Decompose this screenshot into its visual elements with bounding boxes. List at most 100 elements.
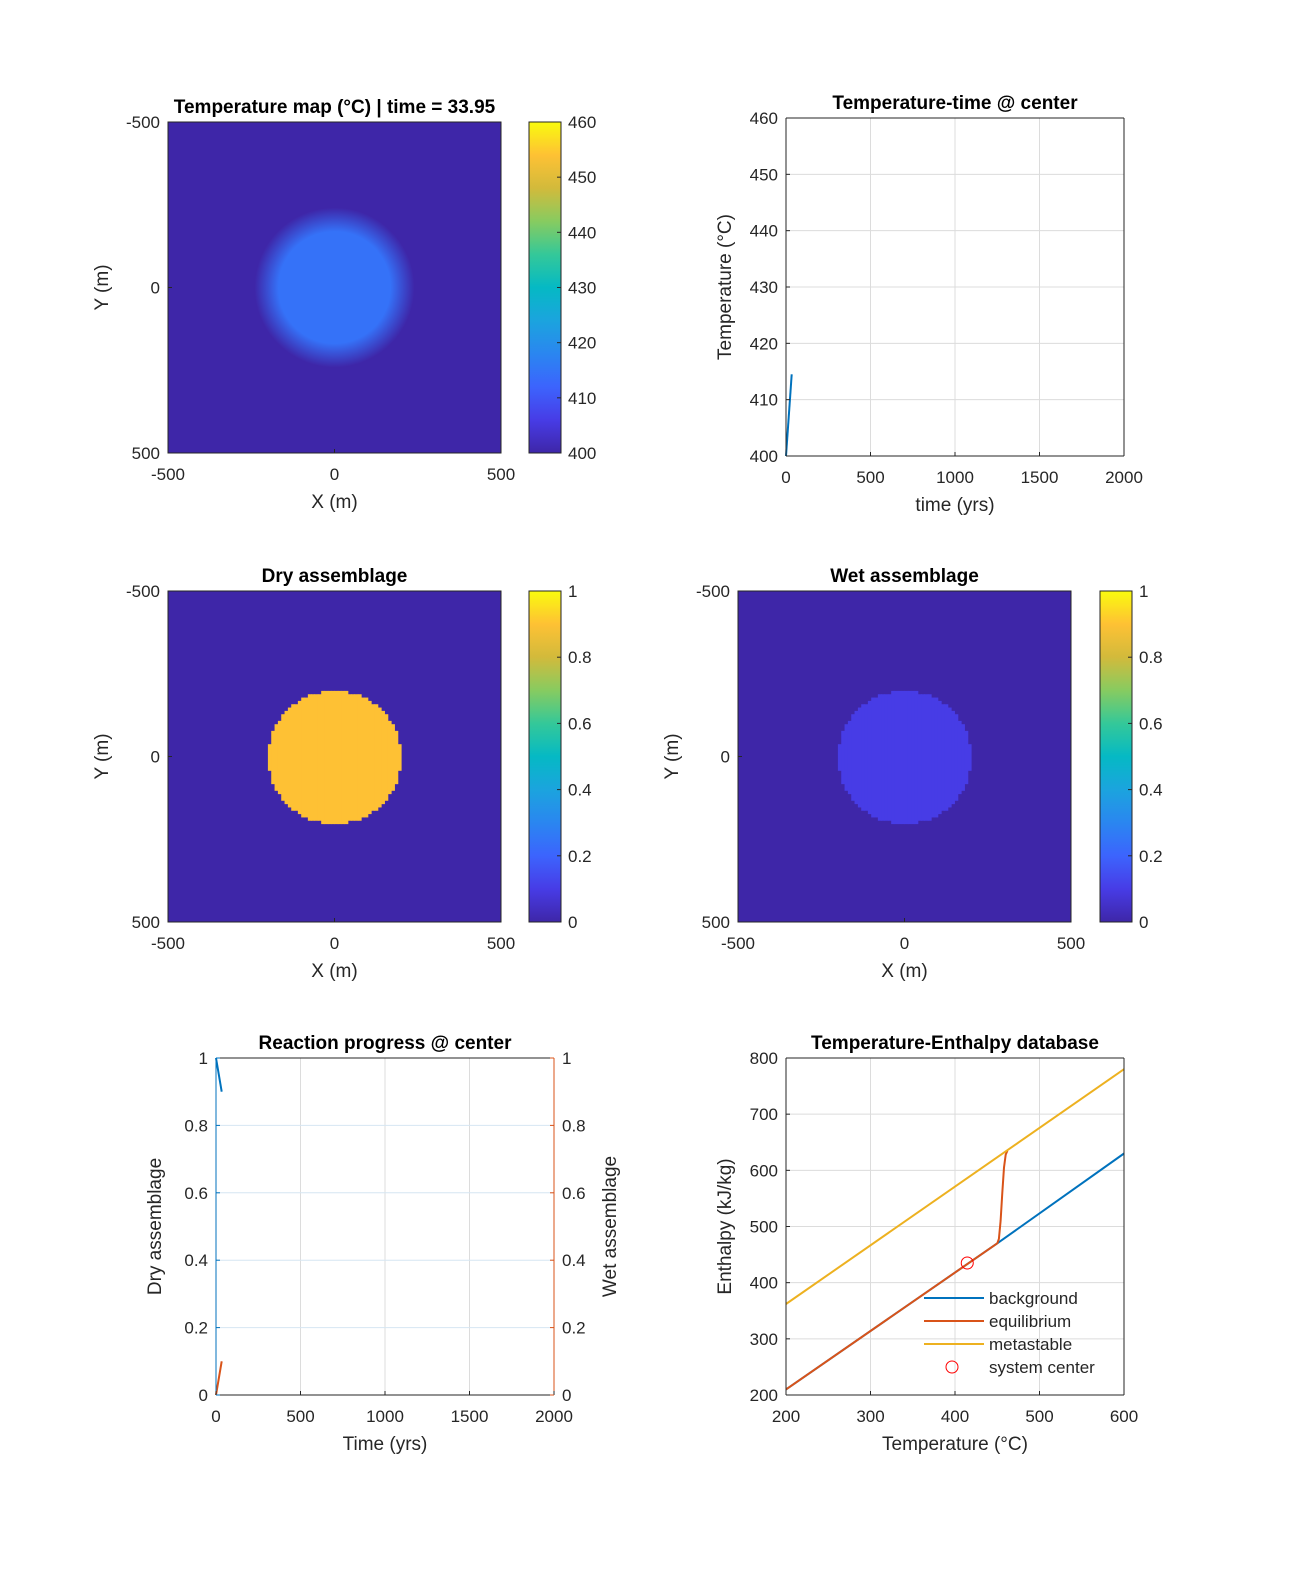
heatmap-cell bbox=[894, 690, 899, 825]
heatmap-cell bbox=[394, 730, 399, 785]
heatmap-cell bbox=[317, 694, 322, 821]
chart-title: Temperature map (°C) | time = 33.95 bbox=[174, 97, 496, 118]
legend-label: system center bbox=[989, 1358, 1095, 1377]
legend-label: metastable bbox=[989, 1335, 1072, 1354]
x-tick-label: 200 bbox=[772, 1407, 800, 1426]
y-tick-label: -500 bbox=[126, 582, 160, 601]
y-tick-label: 700 bbox=[750, 1105, 778, 1124]
heatmap-cell bbox=[917, 694, 922, 821]
y-tick-label: 0 bbox=[151, 279, 160, 298]
y-tick-label: 0.2 bbox=[184, 1319, 208, 1338]
heatmap-cell bbox=[287, 707, 292, 808]
y-axis-label: Dry assemblage bbox=[145, 1158, 166, 1295]
heatmap-cell bbox=[327, 690, 332, 825]
y-tick-label: 500 bbox=[132, 913, 160, 932]
y-tick-label: 410 bbox=[750, 391, 778, 410]
y-tick-label: 420 bbox=[750, 334, 778, 353]
heatmap-cell bbox=[357, 694, 362, 821]
x-tick-label: 1500 bbox=[451, 1407, 489, 1426]
y-right-tick-label: 0.4 bbox=[562, 1251, 586, 1270]
x-tick-label: 500 bbox=[856, 468, 884, 487]
heatmap-cell bbox=[277, 720, 282, 795]
heatmap-cell bbox=[944, 704, 949, 811]
y-tick-label: 430 bbox=[750, 278, 778, 297]
y-tick-label: 200 bbox=[750, 1386, 778, 1405]
heatmap-cell bbox=[354, 694, 359, 821]
heatmap-anomaly bbox=[254, 207, 415, 368]
x-tick-label: 500 bbox=[1025, 1407, 1053, 1426]
heatmap-cell bbox=[897, 690, 902, 825]
chart-title: Temperature-Enthalpy database bbox=[811, 1033, 1099, 1054]
x-tick-label: 1000 bbox=[936, 468, 974, 487]
heatmap-cell bbox=[901, 690, 905, 825]
colorbar-tick-label: 0.4 bbox=[568, 781, 592, 800]
y-tick-label: 0 bbox=[721, 748, 730, 767]
x-tick-label: 0 bbox=[900, 934, 909, 953]
heatmap-cell bbox=[854, 710, 859, 805]
heatmap-cell bbox=[947, 707, 952, 808]
heatmap-cell bbox=[857, 707, 862, 808]
heatmap-cell bbox=[294, 704, 299, 811]
heatmap-cell bbox=[377, 707, 382, 808]
heatmap-cell bbox=[351, 694, 355, 821]
y-tick-label: 500 bbox=[750, 1218, 778, 1237]
heatmap-cell bbox=[911, 690, 915, 825]
heatmap-cell bbox=[914, 690, 919, 825]
heatmap-cell bbox=[891, 690, 896, 825]
colorbar-tick-label: 0.2 bbox=[568, 847, 592, 866]
heatmap-cell bbox=[364, 697, 369, 818]
colorbar-tick-label: 0.6 bbox=[568, 714, 592, 733]
colorbar-tick-label: 400 bbox=[568, 444, 596, 463]
heatmap-cell bbox=[871, 697, 876, 818]
heatmap-cell bbox=[961, 724, 965, 791]
heatmap-cell bbox=[344, 690, 349, 825]
y-tick-label: -500 bbox=[126, 113, 160, 132]
y-tick-label: 0.4 bbox=[184, 1251, 208, 1270]
heatmap-cell bbox=[267, 744, 272, 771]
colorbar bbox=[528, 590, 562, 923]
y-right-tick-label: 0.6 bbox=[562, 1184, 586, 1203]
y-axis-label: Y (m) bbox=[92, 264, 113, 310]
x-tick-label: 500 bbox=[487, 465, 515, 484]
colorbar-tick-label: 0 bbox=[568, 913, 577, 932]
x-tick-label: -500 bbox=[721, 934, 755, 953]
x-tick-label: 300 bbox=[856, 1407, 884, 1426]
colorbar-tick-label: 0 bbox=[1139, 913, 1148, 932]
colorbar-tick-label: 0.6 bbox=[1139, 714, 1163, 733]
heatmap-cell bbox=[907, 690, 912, 825]
heatmap-cell bbox=[941, 704, 945, 811]
series-line-metastable bbox=[785, 1068, 1125, 1305]
heatmap-cell bbox=[374, 704, 379, 811]
heatmap-cell bbox=[334, 690, 339, 825]
chart-title: Temperature-time @ center bbox=[832, 93, 1078, 114]
legend-marker bbox=[945, 1360, 959, 1374]
heatmap-cell bbox=[371, 704, 375, 811]
heatmap-cell bbox=[387, 720, 392, 795]
heatmap-cell bbox=[324, 690, 329, 825]
x-tick-label: 0 bbox=[211, 1407, 220, 1426]
heatmap-cell bbox=[391, 724, 395, 791]
x-tick-label: 500 bbox=[487, 934, 515, 953]
y-tick-label: 500 bbox=[702, 913, 730, 932]
heatmap-cell bbox=[291, 704, 296, 811]
x-axis-label: time (yrs) bbox=[915, 495, 994, 516]
heatmap-cell bbox=[884, 694, 889, 821]
x-tick-label: 500 bbox=[286, 1407, 314, 1426]
y-axis-label: Temperature (°C) bbox=[715, 214, 736, 360]
system-center-marker bbox=[960, 1256, 974, 1270]
x-tick-label: 2000 bbox=[1105, 468, 1143, 487]
x-tick-label: 400 bbox=[941, 1407, 969, 1426]
y-tick-label: 0 bbox=[151, 748, 160, 767]
x-tick-label: 0 bbox=[781, 468, 790, 487]
y-tick-label: 0.6 bbox=[184, 1184, 208, 1203]
y-tick-label: 400 bbox=[750, 447, 778, 466]
y-tick-label: 450 bbox=[750, 165, 778, 184]
y-axis-label: Y (m) bbox=[92, 733, 113, 779]
y-tick-label: 600 bbox=[750, 1161, 778, 1180]
y-tick-label: 460 bbox=[750, 109, 778, 128]
y-axis-label: Y (m) bbox=[662, 733, 683, 779]
chart-title: Reaction progress @ center bbox=[259, 1033, 513, 1054]
heatmap-cell bbox=[337, 690, 342, 825]
x-axis-label: X (m) bbox=[881, 961, 927, 982]
